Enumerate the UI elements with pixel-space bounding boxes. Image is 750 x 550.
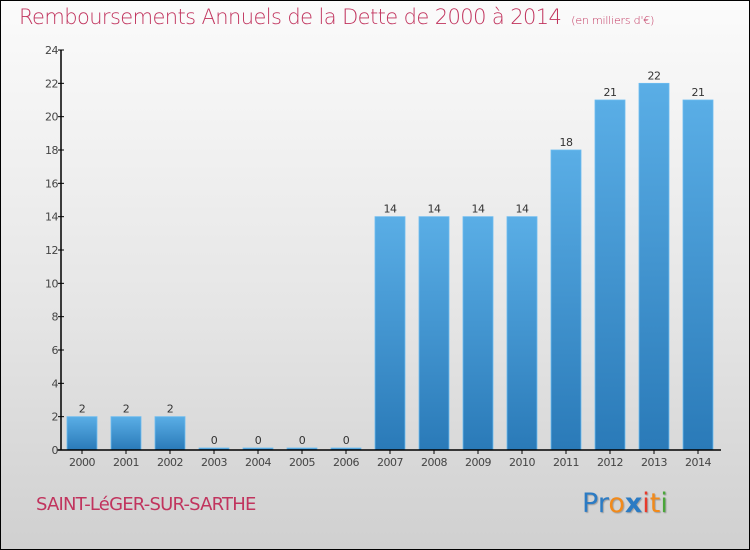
y-tick-label-8: 8 [52, 311, 59, 324]
x-tick-label-2008: 2008 [421, 456, 447, 469]
x-tick-label-2003: 2003 [201, 456, 227, 469]
bar-2002 [154, 416, 186, 451]
logo-letter: t [649, 488, 661, 519]
value-label-2012: 21 [604, 86, 617, 99]
commune-name: SAINT-LéGER-SUR-SARTHE [36, 494, 256, 515]
value-label-2001: 2 [123, 403, 130, 416]
bar-2000 [66, 416, 98, 451]
value-label-2008: 14 [428, 203, 441, 216]
y-tick-label-10: 10 [45, 277, 58, 290]
y-tick-label-12: 12 [45, 244, 58, 257]
x-tick-label-2007: 2007 [377, 456, 403, 469]
y-tick-label-18: 18 [45, 144, 58, 157]
y-tick-label-16: 16 [45, 177, 58, 190]
x-tick-label-2001: 2001 [113, 456, 139, 469]
value-label-2002: 2 [167, 403, 174, 416]
y-tick-label-6: 6 [52, 344, 59, 357]
value-label-2005: 0 [299, 434, 306, 447]
logo-letter: x [624, 488, 643, 519]
proxiti-logo[interactable]: Proxiti [582, 488, 668, 519]
bar-2009 [462, 216, 494, 451]
bar-2008 [418, 216, 450, 451]
y-tick-label-20: 20 [45, 111, 58, 124]
bar-2014 [682, 99, 714, 451]
chart-unit: (en milliers d'€) [571, 14, 655, 27]
logo-letter: P [582, 488, 598, 519]
value-label-2006: 0 [343, 434, 350, 447]
x-tick-label-2005: 2005 [289, 456, 315, 469]
y-tick-label-0: 0 [52, 444, 59, 457]
logo-letter: o [608, 488, 625, 519]
value-label-2003: 0 [211, 434, 218, 447]
x-tick-label-2010: 2010 [509, 456, 535, 469]
value-label-2014: 21 [692, 86, 705, 99]
x-tick-label-2013: 2013 [641, 456, 667, 469]
x-tick-label-2002: 2002 [157, 456, 183, 469]
y-tick-label-2: 2 [52, 411, 59, 424]
y-tick-label-24: 24 [45, 44, 58, 57]
logo-letter: i [642, 488, 650, 519]
logo-letter: r [597, 488, 609, 519]
chart-title: Remboursements Annuels de la Dette de 20… [19, 5, 654, 29]
x-tick-label-2006: 2006 [333, 456, 359, 469]
value-label-2010: 14 [516, 203, 529, 216]
logo-letter: i [660, 488, 668, 519]
value-label-2011: 18 [560, 136, 573, 149]
bar-2001 [110, 416, 142, 451]
x-tick-label-2004: 2004 [245, 456, 271, 469]
bar-2011 [550, 149, 582, 451]
x-tick-label-2014: 2014 [685, 456, 711, 469]
bar-2007 [374, 216, 406, 451]
value-label-2007: 14 [384, 203, 397, 216]
value-label-2013: 22 [648, 69, 661, 82]
axes-group: 2000 2001 2002 2003 2004 2005 2006 2007 2008 2009… [45, 44, 721, 469]
value-label-2000: 2 [79, 403, 86, 416]
y-tick-label-22: 22 [45, 77, 58, 90]
bar-2013 [638, 82, 670, 451]
y-tick-label-14: 14 [45, 211, 58, 224]
bar-2010 [506, 216, 538, 451]
bar-2012 [594, 99, 626, 451]
x-tick-label-2011: 2011 [553, 456, 579, 469]
y-tick-label-4: 4 [52, 377, 59, 390]
chart-title-text: Remboursements Annuels de la Dette de 20… [19, 5, 562, 29]
x-tick-label-2012: 2012 [597, 456, 623, 469]
x-tick-label-2000: 2000 [69, 456, 95, 469]
value-label-2004: 0 [255, 434, 262, 447]
value-label-2009: 14 [472, 203, 485, 216]
x-tick-label-2009: 2009 [465, 456, 491, 469]
